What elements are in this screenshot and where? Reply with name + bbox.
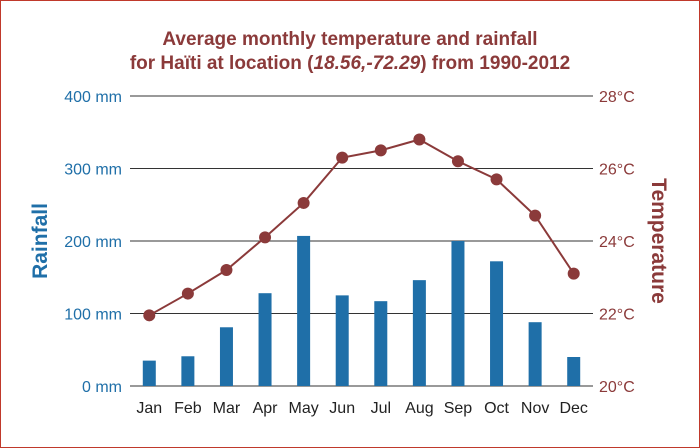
rainfall-bar — [335, 295, 349, 386]
right-tick-label: 26°C — [599, 162, 635, 179]
right-tick-label: 22°C — [599, 307, 635, 324]
temperature-point — [529, 209, 542, 222]
temperature-point — [220, 264, 233, 276]
right-tick-label: 24°C — [599, 234, 635, 251]
x-tick-label: Apr — [253, 400, 279, 417]
rainfall-bar — [219, 327, 233, 386]
x-tick-label: Jun — [329, 400, 355, 417]
x-tick-label: Sep — [444, 400, 473, 417]
gridlines — [130, 95, 593, 387]
rainfall-bars — [142, 235, 581, 386]
rainfall-bar — [374, 301, 388, 386]
left-tick-label: 0 mm — [82, 379, 122, 396]
rainfall-bar — [142, 360, 156, 386]
left-tick-label: 100 mm — [64, 307, 122, 324]
rainfall-bar — [528, 322, 542, 386]
x-tick-label: Jul — [371, 400, 391, 417]
temperature-point — [143, 309, 156, 322]
rainfall-bar — [181, 356, 195, 386]
x-tick-label: Dec — [559, 400, 587, 417]
temperature-point — [413, 133, 426, 146]
temperature-point — [567, 267, 580, 280]
temperature-point — [297, 196, 310, 209]
left-tick-label: 300 mm — [64, 162, 122, 179]
right-tick-label: 20°C — [599, 379, 635, 396]
chart-title-line1: Average monthly temperature and rainfall — [162, 29, 538, 50]
temperature-line — [148, 138, 575, 317]
temperature-point — [490, 173, 503, 186]
temperature-point — [374, 144, 387, 157]
left-tick-label: 400 mm — [64, 89, 122, 106]
y-axis-label-right: Temperature — [647, 178, 670, 304]
x-axis-ticks: Jan Feb Mar Apr May Jun Jul Aug Sep Oct Nov Dec — [136, 400, 588, 417]
temperature-points — [143, 133, 580, 322]
left-axis-ticks: 0 mm 100 mm 200 mm 300 mm 400 mm — [64, 89, 122, 396]
rainfall-bar — [567, 357, 581, 386]
temperature-point — [451, 155, 464, 168]
right-tick-label: 28°C — [599, 89, 635, 106]
rainfall-bar — [258, 293, 272, 386]
title-prefix: for Haïti at location ( — [129, 53, 314, 74]
x-tick-label: Feb — [174, 400, 202, 417]
x-tick-label: Jan — [136, 400, 162, 417]
x-tick-label: Oct — [484, 400, 509, 417]
temperature-point — [181, 287, 194, 300]
x-tick-label: May — [289, 400, 319, 417]
chart-title: Average monthly temperature and rainfall… — [0, 28, 700, 76]
rainfall-bar — [412, 280, 426, 386]
left-tick-label: 200 mm — [64, 234, 122, 251]
temperature-point — [336, 151, 349, 164]
temperature-point — [259, 231, 272, 244]
title-suffix: ) from 1990-2012 — [420, 53, 571, 74]
rainfall-bar — [297, 235, 311, 386]
rainfall-bar — [451, 241, 465, 386]
rainfall-bar — [490, 261, 504, 386]
x-tick-label: Mar — [213, 400, 241, 417]
y-axis-label-left: Rainfall — [29, 203, 52, 279]
temperature-series-line — [148, 138, 575, 317]
right-axis-ticks: 20°C 22°C 24°C 26°C 28°C — [599, 89, 635, 396]
x-tick-label: Nov — [521, 400, 549, 417]
x-tick-label: Aug — [405, 400, 433, 417]
title-coords: 18.56,-72.29 — [313, 53, 421, 74]
chart-title-line2: for Haïti at location (18.56,-72.29) fro… — [0, 52, 700, 76]
